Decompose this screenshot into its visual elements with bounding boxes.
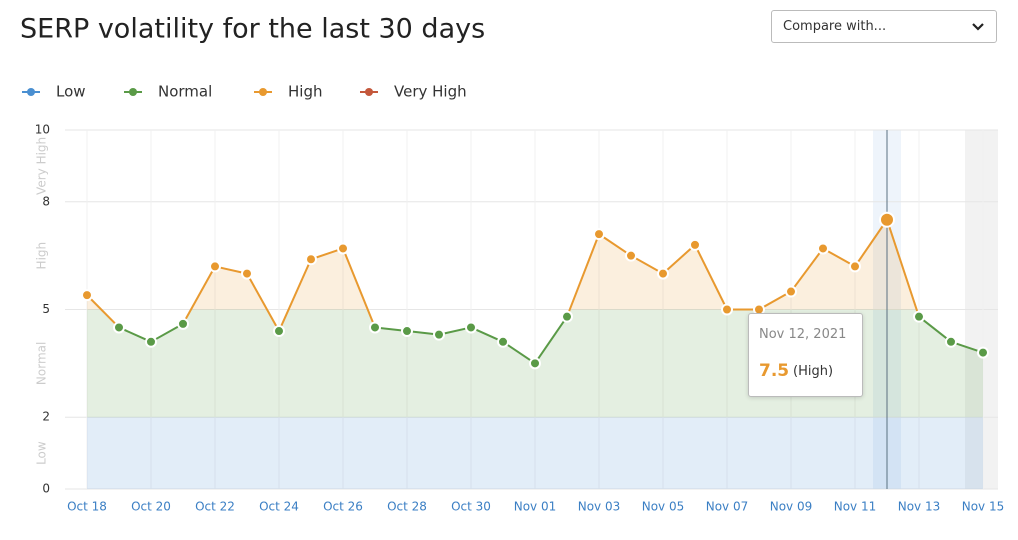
legend-item[interactable]: Very High <box>360 83 467 101</box>
y-tick-label: 8 <box>42 194 50 208</box>
point <box>305 253 317 266</box>
point <box>113 321 125 334</box>
dropdown-label: Compare with... <box>783 19 887 34</box>
point <box>657 267 669 280</box>
tooltip: Nov 12, 2021 7.5 (High) <box>748 313 863 397</box>
point <box>945 335 957 348</box>
y-tick-label: 5 <box>42 302 50 316</box>
line-segment <box>598 233 632 257</box>
band-label: Normal <box>35 342 49 385</box>
line-segment <box>246 273 280 332</box>
line-segment <box>502 340 536 365</box>
legend-item[interactable]: High <box>254 83 322 101</box>
point <box>81 289 93 302</box>
point <box>145 335 157 348</box>
line-segment <box>534 316 568 364</box>
legend-label: Very High <box>394 83 467 101</box>
y-tick-label: 0 <box>42 482 50 496</box>
x-tick-label: Oct 26 <box>323 500 363 514</box>
point <box>721 303 733 316</box>
point <box>497 335 509 348</box>
x-tick-label: Nov 15 <box>962 500 1005 514</box>
x-tick-label: Oct 30 <box>451 500 491 514</box>
point <box>177 317 189 330</box>
band-label: Very High <box>35 137 49 195</box>
x-tick-label: Oct 22 <box>195 500 235 514</box>
compare-dropdown[interactable]: Compare with... <box>771 10 997 43</box>
point <box>369 321 381 334</box>
point <box>209 260 221 273</box>
point <box>241 267 253 280</box>
point <box>849 260 861 273</box>
band-label: High <box>35 242 49 270</box>
x-tick-label: Nov 07 <box>706 500 749 514</box>
tooltip-level: (High) <box>793 364 834 379</box>
line-segment <box>694 244 728 310</box>
point <box>913 310 925 323</box>
point <box>785 285 797 298</box>
line-segment <box>790 247 824 293</box>
chevron <box>972 23 984 31</box>
line-segment <box>150 322 184 343</box>
y-tick-label: 2 <box>42 410 50 424</box>
point <box>529 357 541 370</box>
band-label: Low <box>35 441 49 465</box>
x-tick-label: Oct 20 <box>131 500 171 514</box>
line-segment <box>630 254 664 275</box>
point <box>879 211 895 228</box>
x-tick-label: Nov 01 <box>514 500 557 514</box>
point <box>337 242 349 255</box>
line-segment <box>182 265 216 325</box>
line-segment <box>822 247 856 268</box>
line-segment <box>566 233 600 318</box>
point <box>977 346 989 359</box>
legend-item[interactable]: Low <box>22 83 86 101</box>
point <box>273 325 285 338</box>
point <box>561 310 573 323</box>
legend-dot <box>365 88 373 96</box>
legend-label: Low <box>56 83 86 101</box>
x-tick-label: Nov 09 <box>770 500 813 514</box>
x-tick-label: Nov 11 <box>834 500 877 514</box>
point <box>401 325 413 338</box>
x-tick-label: Nov 05 <box>642 500 685 514</box>
point <box>433 328 445 341</box>
point <box>465 321 477 334</box>
line-segment <box>86 294 120 329</box>
x-tick-label: Oct 18 <box>67 500 107 514</box>
line-segment <box>758 290 792 311</box>
legend-label: Normal <box>158 83 212 101</box>
point <box>593 228 605 241</box>
line-segment <box>886 219 920 317</box>
line-segment <box>278 258 312 332</box>
point <box>689 238 701 251</box>
chart-title: SERP volatility for the last 30 days <box>20 14 485 45</box>
point <box>625 249 637 262</box>
x-tick-label: Oct 24 <box>259 500 299 514</box>
x-tick-label: Nov 03 <box>578 500 621 514</box>
point <box>817 242 829 255</box>
legend-label: High <box>288 83 322 101</box>
line-segment <box>854 219 888 267</box>
y-tick-label: 10 <box>35 123 50 137</box>
tooltip-value: 7.5 <box>759 361 790 381</box>
tooltip-date: Nov 12, 2021 <box>759 327 847 342</box>
legend-dot <box>259 88 267 96</box>
line-segment <box>662 244 696 275</box>
legend-dot <box>27 88 35 96</box>
line-segment <box>918 315 952 343</box>
area <box>87 417 983 489</box>
area <box>87 219 917 310</box>
legend-dot <box>129 88 137 96</box>
x-tick-label: Nov 13 <box>898 500 941 514</box>
legend-item[interactable]: Normal <box>124 83 212 101</box>
line-segment <box>342 248 376 328</box>
x-tick-label: Oct 28 <box>387 500 427 514</box>
